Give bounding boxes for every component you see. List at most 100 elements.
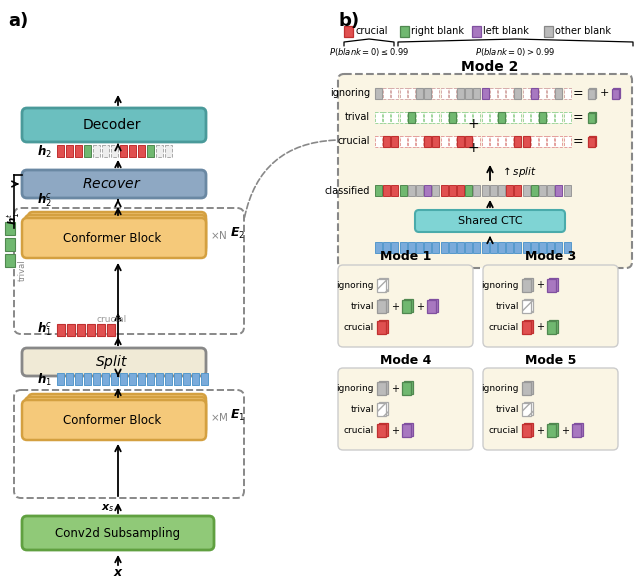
Bar bbox=[5, 222, 15, 235]
Bar bbox=[93, 373, 100, 385]
Text: crucial: crucial bbox=[337, 136, 370, 146]
FancyBboxPatch shape bbox=[338, 74, 632, 268]
Bar bbox=[556, 112, 563, 123]
Text: crucial: crucial bbox=[489, 323, 519, 332]
Bar bbox=[402, 382, 411, 395]
Bar bbox=[531, 242, 538, 253]
Bar bbox=[474, 136, 481, 147]
Bar bbox=[523, 136, 530, 147]
Bar bbox=[433, 185, 440, 196]
Bar bbox=[416, 88, 423, 99]
Bar bbox=[556, 185, 563, 196]
Bar bbox=[564, 112, 571, 123]
Bar bbox=[75, 145, 82, 157]
Bar bbox=[378, 402, 387, 415]
Bar bbox=[547, 185, 554, 196]
Bar bbox=[524, 319, 532, 332]
Text: classified: classified bbox=[324, 185, 370, 195]
FancyBboxPatch shape bbox=[22, 400, 206, 440]
FancyBboxPatch shape bbox=[483, 265, 618, 347]
Bar bbox=[174, 373, 181, 385]
Bar bbox=[433, 88, 440, 99]
Bar bbox=[383, 185, 390, 196]
Bar bbox=[556, 242, 563, 253]
Bar bbox=[378, 423, 387, 436]
Bar bbox=[524, 380, 532, 393]
Text: Mode 2: Mode 2 bbox=[461, 60, 518, 74]
Text: +: + bbox=[536, 426, 544, 436]
Bar bbox=[474, 112, 481, 123]
Bar bbox=[375, 185, 382, 196]
Bar bbox=[522, 382, 531, 395]
Text: $\uparrow\mathit{split}$: $\uparrow\mathit{split}$ bbox=[500, 165, 537, 179]
Bar bbox=[378, 278, 387, 290]
Bar bbox=[556, 136, 563, 147]
Text: trival: trival bbox=[495, 405, 519, 414]
Bar bbox=[440, 112, 447, 123]
FancyBboxPatch shape bbox=[338, 265, 473, 347]
Text: Conformer Block: Conformer Block bbox=[63, 413, 161, 426]
Bar bbox=[539, 136, 546, 147]
Bar bbox=[522, 403, 531, 416]
Bar bbox=[192, 373, 199, 385]
Bar bbox=[457, 242, 464, 253]
Bar bbox=[531, 112, 538, 123]
Bar bbox=[531, 88, 538, 99]
Bar bbox=[378, 319, 387, 332]
Bar bbox=[457, 112, 464, 123]
Text: other blank: other blank bbox=[555, 26, 611, 36]
Bar bbox=[523, 185, 530, 196]
Bar bbox=[474, 185, 481, 196]
Bar bbox=[5, 238, 15, 251]
Text: Mode 3: Mode 3 bbox=[525, 250, 576, 263]
Text: $P(blank=0) > 0.99$: $P(blank=0) > 0.99$ bbox=[476, 46, 556, 58]
FancyBboxPatch shape bbox=[22, 108, 206, 142]
Bar bbox=[111, 373, 118, 385]
Bar bbox=[377, 424, 386, 437]
Bar bbox=[547, 424, 556, 437]
Bar bbox=[506, 112, 513, 123]
Bar bbox=[474, 242, 481, 253]
Bar bbox=[588, 113, 595, 123]
Text: $\boldsymbol{E}_2$: $\boldsymbol{E}_2$ bbox=[230, 225, 245, 240]
Bar bbox=[399, 136, 406, 147]
Bar bbox=[84, 373, 91, 385]
FancyBboxPatch shape bbox=[22, 348, 206, 376]
Bar bbox=[457, 185, 464, 196]
Bar bbox=[506, 136, 513, 147]
Bar bbox=[408, 112, 415, 123]
Bar bbox=[383, 112, 390, 123]
Bar bbox=[377, 279, 386, 292]
Text: ignoring: ignoring bbox=[481, 384, 519, 393]
Bar bbox=[522, 321, 531, 334]
Bar bbox=[465, 112, 472, 123]
Bar bbox=[547, 136, 554, 147]
Bar bbox=[383, 136, 390, 147]
Bar bbox=[156, 373, 163, 385]
Bar bbox=[465, 88, 472, 99]
Bar bbox=[93, 145, 100, 157]
Bar bbox=[589, 88, 596, 98]
Bar bbox=[57, 373, 64, 385]
Bar bbox=[482, 185, 488, 196]
Bar bbox=[440, 136, 447, 147]
Bar bbox=[572, 424, 581, 437]
Text: trival: trival bbox=[495, 302, 519, 311]
Text: ignoring: ignoring bbox=[337, 281, 374, 290]
Text: left blank: left blank bbox=[483, 26, 529, 36]
Bar bbox=[408, 88, 415, 99]
Bar bbox=[547, 279, 556, 292]
Bar bbox=[547, 242, 554, 253]
Text: $\boldsymbol{x}_s$: $\boldsymbol{x}_s$ bbox=[101, 502, 115, 514]
Bar bbox=[515, 112, 522, 123]
Bar bbox=[84, 145, 91, 157]
Bar bbox=[129, 145, 136, 157]
Bar bbox=[482, 88, 488, 99]
Bar bbox=[399, 185, 406, 196]
Bar bbox=[383, 242, 390, 253]
Bar bbox=[383, 88, 390, 99]
FancyBboxPatch shape bbox=[25, 215, 206, 255]
Bar bbox=[102, 145, 109, 157]
Text: +: + bbox=[600, 89, 609, 99]
Bar bbox=[392, 185, 398, 196]
